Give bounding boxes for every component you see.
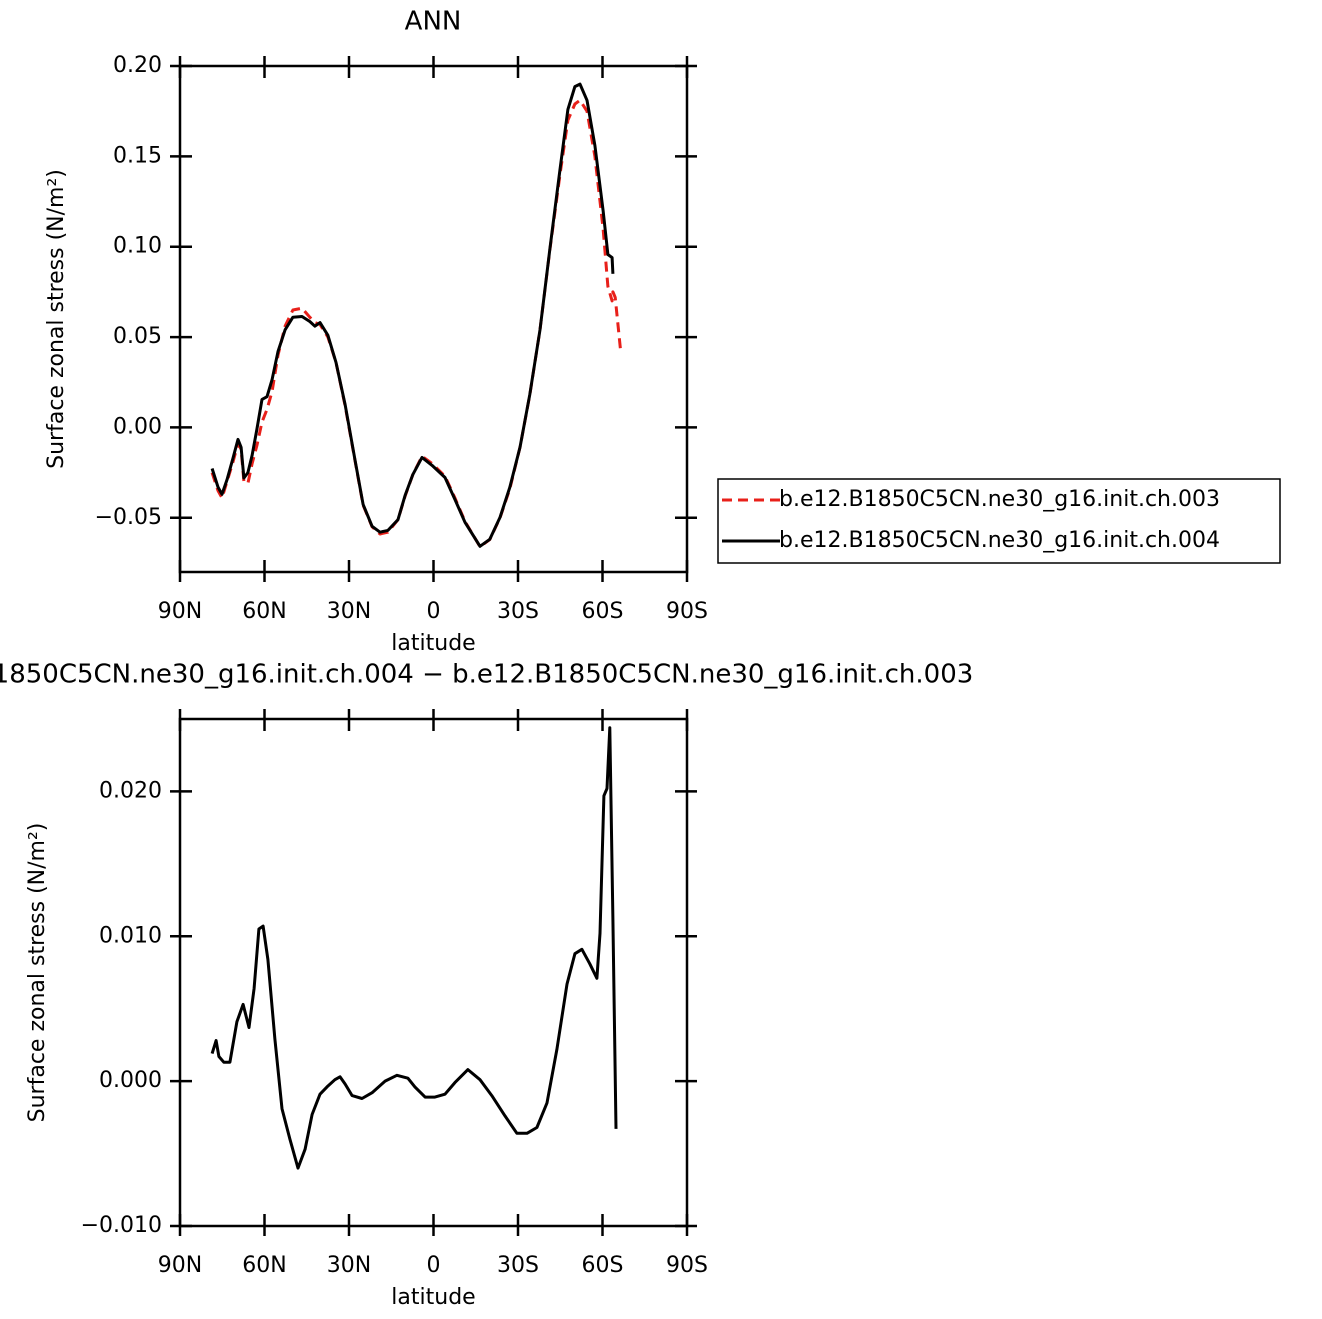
legend-label: b.e12.B1850C5CN.ne30_g16.init.ch.004 (779, 528, 1220, 553)
x-tick-label: 0 (427, 599, 441, 624)
x-tick-label: 90S (666, 1253, 708, 1278)
y-tick-label: 0.15 (113, 143, 162, 168)
y-tick-label: 0.000 (99, 1068, 162, 1093)
x-axis-label: latitude (391, 1285, 475, 1310)
x-tick-label: 90N (158, 1253, 202, 1278)
legend-frame (717, 478, 1281, 564)
y-tick-label: 0.010 (99, 923, 162, 948)
x-tick-label: 30N (327, 1253, 371, 1278)
plot-frame (178, 64, 689, 574)
y-tick-label: 0.020 (99, 778, 162, 803)
legend-label: b.e12.B1850C5CN.ne30_g16.init.ch.003 (779, 487, 1220, 512)
x-tick-label: 60N (242, 1253, 286, 1278)
x-axis-label: latitude (391, 631, 475, 656)
y-axis-label: Surface zonal stress (N/m²) (44, 169, 69, 469)
y-tick-label: 0.00 (113, 414, 162, 439)
data-line (210, 98, 622, 549)
chart-title: b.e12.B1850C5CN.ne30_g16.init.ch.004 − b… (0, 660, 973, 690)
data-line (210, 82, 615, 548)
x-tick-label: 90N (158, 599, 202, 624)
x-tick-label: 0 (427, 1253, 441, 1278)
y-tick-label: −0.010 (81, 1213, 162, 1238)
y-axis-label: Surface zonal stress (N/m²) (25, 823, 50, 1123)
x-tick-label: 90S (666, 599, 708, 624)
x-tick-label: 60N (242, 599, 286, 624)
y-tick-label: −0.05 (95, 505, 162, 530)
data-line (210, 726, 618, 1170)
y-tick-label: 0.20 (113, 53, 162, 78)
x-tick-label: 30S (497, 599, 539, 624)
y-tick-label: 0.10 (113, 234, 162, 259)
x-tick-label: 30S (497, 1253, 539, 1278)
x-tick-label: 60S (582, 1253, 624, 1278)
x-tick-label: 60S (582, 599, 624, 624)
x-tick-label: 30N (327, 599, 371, 624)
y-tick-label: 0.05 (113, 324, 162, 349)
chart-title: ANN (405, 7, 462, 37)
